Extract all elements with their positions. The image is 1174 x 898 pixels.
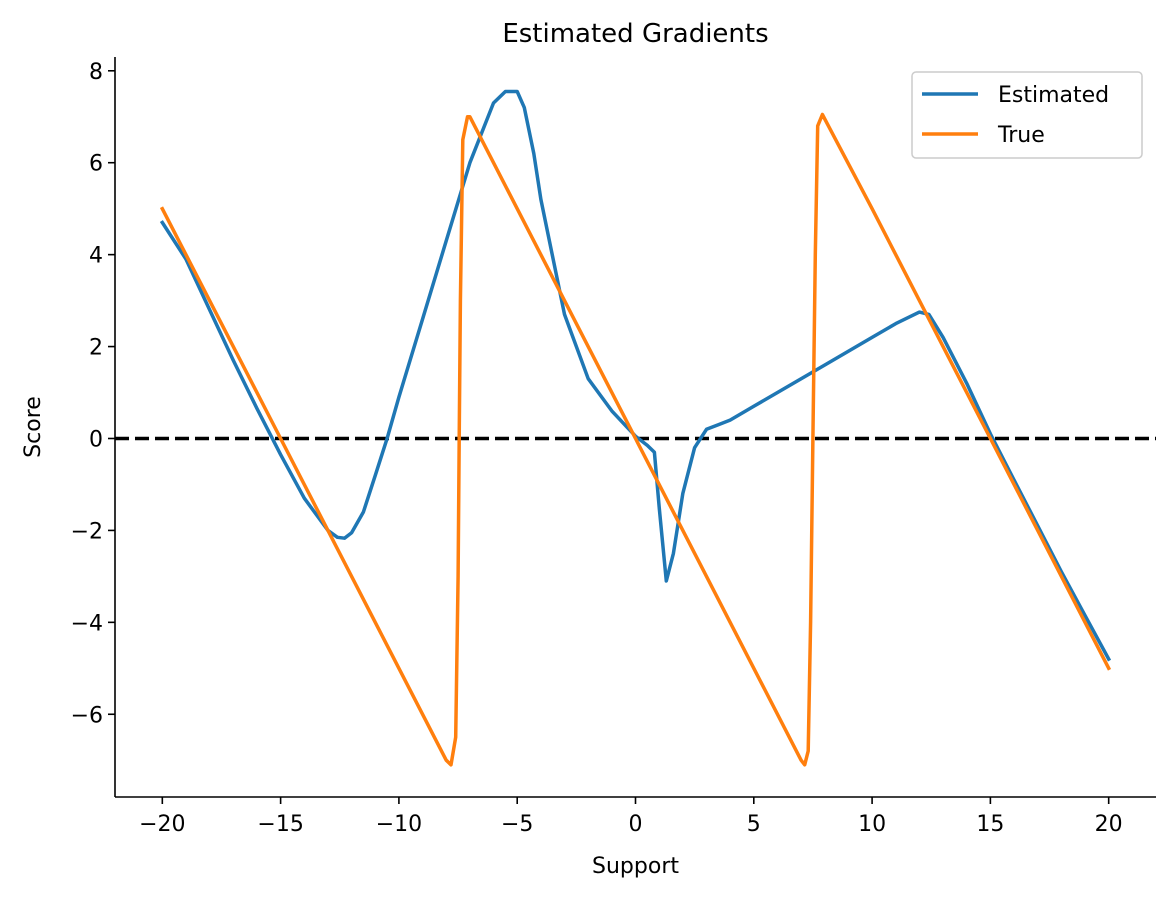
y-tick-label: 8	[89, 60, 103, 85]
legend: Estimated True	[911, 71, 1143, 159]
series-line-estimated	[159, 89, 1112, 662]
y-axis-ticks: −6 −4 −2 0 2 4 6 8	[71, 60, 115, 728]
y-tick-label: −2	[71, 519, 103, 544]
series-lines	[159, 89, 1112, 767]
x-axis-title: Support	[592, 854, 679, 879]
x-axis-ticks: −20 −15 −10 −5 0 5 10 15 20	[139, 797, 1123, 837]
y-axis-title: Score	[21, 396, 46, 458]
y-tick-label: 4	[89, 244, 103, 269]
x-tick-label: 5	[747, 812, 761, 837]
x-tick-label: 15	[976, 812, 1004, 837]
legend-label-estimated: Estimated	[998, 83, 1109, 108]
x-tick-label: 10	[858, 812, 886, 837]
y-tick-label: −6	[71, 703, 103, 728]
x-tick-label: −10	[376, 812, 422, 837]
x-tick-label: 20	[1095, 812, 1123, 837]
chart-title: Estimated Gradients	[502, 19, 768, 49]
y-tick-label: 0	[89, 427, 103, 452]
x-tick-label: −15	[257, 812, 303, 837]
legend-label-true: True	[997, 123, 1045, 148]
y-tick-label: 2	[89, 336, 103, 361]
x-tick-label: −5	[501, 812, 533, 837]
x-tick-label: 0	[629, 812, 643, 837]
y-tick-label: 6	[89, 152, 103, 177]
series-line-true	[159, 112, 1112, 767]
y-tick-label: −4	[71, 611, 103, 636]
x-tick-label: −20	[139, 812, 185, 837]
